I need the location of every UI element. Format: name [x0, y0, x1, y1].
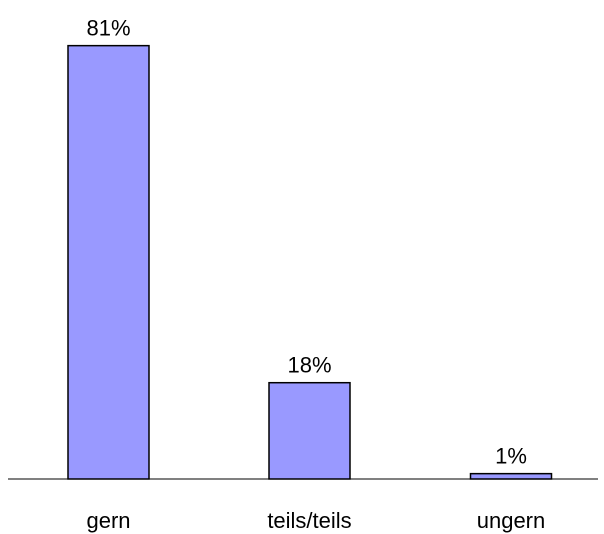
bar [469, 472, 553, 480]
x-tick-label: gern [86, 508, 130, 533]
x-tick-label: ungern [477, 508, 546, 533]
x-tick-label: teils/teils [267, 508, 351, 533]
value-label: 1% [495, 444, 527, 469]
bar [67, 44, 150, 480]
value-label: 81% [86, 16, 130, 41]
value-label: 18% [287, 353, 331, 378]
bar [268, 381, 351, 480]
